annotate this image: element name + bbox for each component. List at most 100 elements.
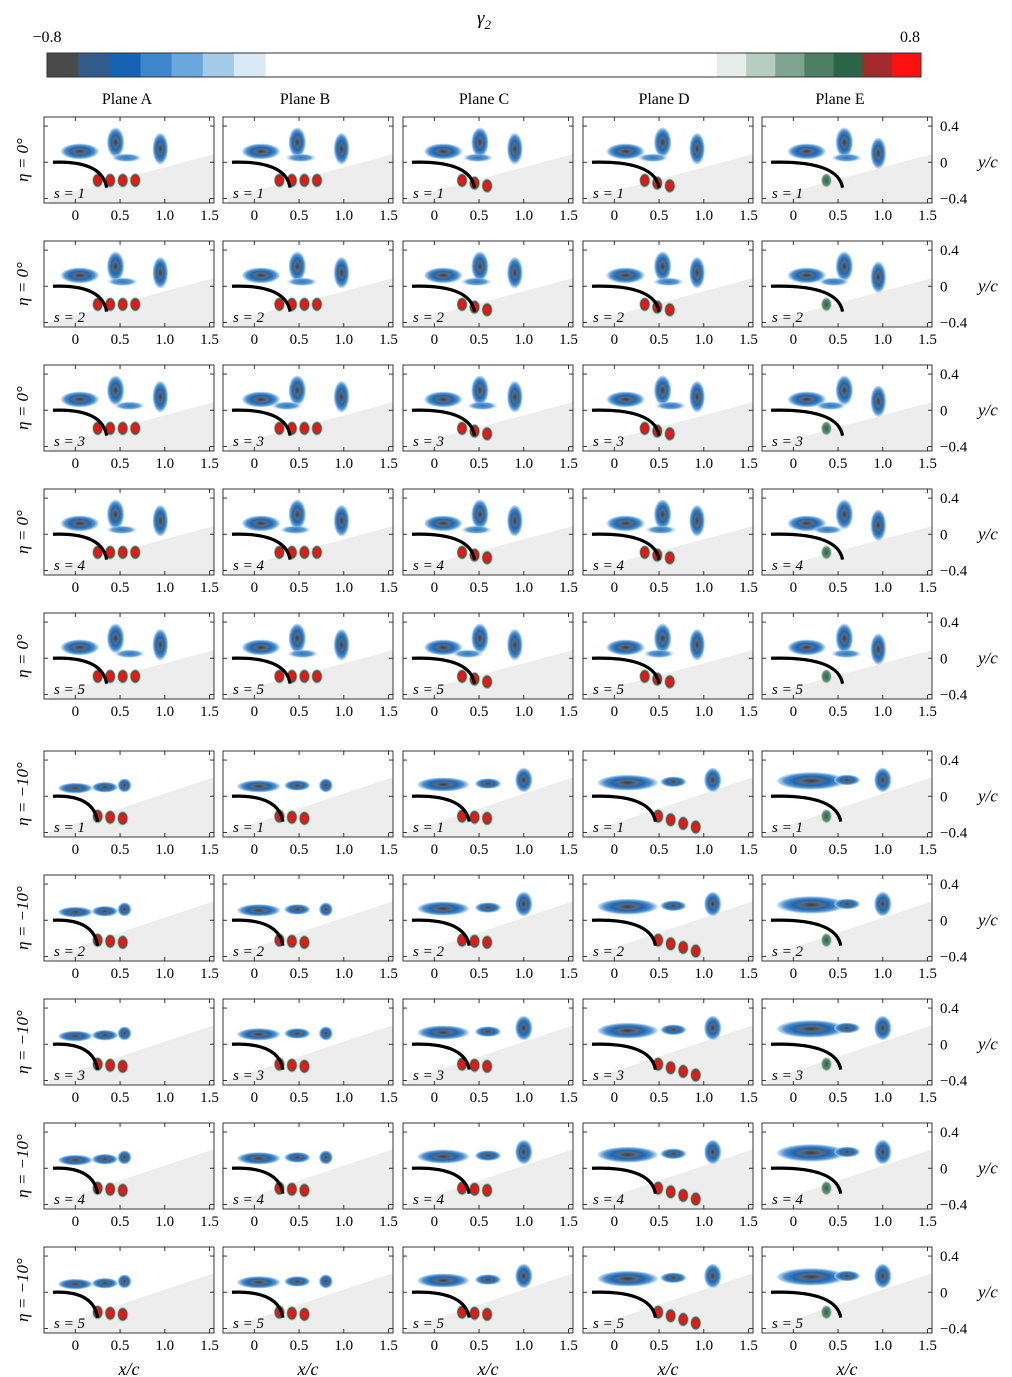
surface-curve bbox=[591, 656, 661, 684]
positive-vortex-contour bbox=[820, 808, 833, 824]
x-tick-label: 0.5 bbox=[650, 332, 669, 348]
colorbar-max-label: 0.8 bbox=[900, 29, 920, 46]
negative-vortex-contour bbox=[284, 153, 317, 163]
panel-eta-10-s1-plane-c: 0 0.5 1.0 1.5 s = 1 bbox=[402, 750, 578, 858]
x-tick-label: 0 bbox=[431, 580, 439, 596]
panel-frame bbox=[43, 998, 215, 1086]
y-tick-label: −0.4 bbox=[940, 825, 968, 841]
shadow-region bbox=[48, 901, 214, 961]
panel-eta-10-s2-plane-d: 0 0.5 1.0 1.5 s = 2 bbox=[582, 874, 758, 982]
panel-frame bbox=[43, 750, 215, 838]
colorbar-min-label: −0.8 bbox=[32, 29, 61, 46]
s-label: s = 2 bbox=[233, 310, 264, 326]
surface-curve bbox=[52, 284, 109, 312]
y-axis-label: y/c bbox=[976, 524, 998, 543]
negative-vortex-contour bbox=[514, 1139, 533, 1165]
positive-vortex-contour bbox=[298, 1306, 311, 1323]
s-label: s = 2 bbox=[593, 310, 624, 326]
x-tick-label: 1.5 bbox=[379, 704, 398, 720]
negative-vortex-contour bbox=[117, 1026, 132, 1041]
positive-vortex-contour bbox=[481, 550, 493, 566]
surface-curve bbox=[770, 532, 845, 561]
x-tick-label: 0 bbox=[251, 456, 259, 472]
s-label: s = 4 bbox=[413, 1192, 444, 1208]
x-tick-label: 1.5 bbox=[200, 208, 219, 224]
panel-frame bbox=[222, 1122, 394, 1210]
s-label: s = 1 bbox=[54, 820, 85, 836]
x-tick-label: 0.5 bbox=[290, 208, 309, 224]
negative-vortex-contour bbox=[152, 132, 169, 165]
panel-grid: η = 0° 0 0.5 1.0 1.5 s = 1 0 0.5 1.0 1.5 s = 1 0 0.5… bbox=[13, 116, 998, 1377]
x-tick-label: 1.0 bbox=[155, 704, 174, 720]
positive-vortex-contour bbox=[638, 172, 651, 189]
surface-curve bbox=[52, 532, 109, 560]
surface-curve bbox=[231, 1290, 285, 1318]
x-tick-label: 0 bbox=[611, 580, 619, 596]
x-tick-label: 1.5 bbox=[918, 1090, 937, 1106]
x-tick-label: 1.5 bbox=[559, 208, 578, 224]
x-tick-label: 0.5 bbox=[111, 456, 130, 472]
x-tick-label: 1.5 bbox=[559, 332, 578, 348]
colorbar-segment-negative bbox=[78, 53, 110, 77]
colorbar-segment-positive bbox=[804, 53, 835, 77]
surface-curve bbox=[231, 1042, 285, 1070]
panel-frame bbox=[402, 116, 574, 204]
x-tick-label: 0 bbox=[72, 208, 80, 224]
x-tick-label: 0 bbox=[790, 208, 798, 224]
shadow-region bbox=[227, 901, 393, 961]
surface-curve bbox=[52, 160, 109, 188]
x-tick-label: 1.5 bbox=[739, 704, 758, 720]
x-tick-label: 1.5 bbox=[200, 842, 219, 858]
x-tick-label: 1.5 bbox=[200, 704, 219, 720]
s-label: s = 1 bbox=[593, 186, 624, 202]
x-tick-label: 0 bbox=[611, 966, 619, 982]
s-label: s = 3 bbox=[772, 434, 803, 450]
negative-vortex-contour bbox=[642, 649, 676, 659]
colorbar-segment-negative bbox=[171, 53, 204, 77]
positive-vortex-contour bbox=[638, 544, 651, 561]
y-axis-label: y/c bbox=[976, 1282, 998, 1301]
x-tick-label: 0.5 bbox=[290, 1338, 309, 1354]
positive-vortex-contour bbox=[689, 943, 702, 959]
negative-vortex-contour bbox=[241, 639, 281, 656]
negative-vortex-contour bbox=[106, 126, 125, 158]
x-tick-label: 1.5 bbox=[559, 966, 578, 982]
negative-vortex-contour bbox=[833, 1022, 861, 1034]
panel-frame bbox=[582, 364, 754, 452]
negative-vortex-contour bbox=[703, 1139, 722, 1165]
positive-vortex-contour bbox=[481, 810, 493, 827]
panel-frame bbox=[43, 612, 215, 700]
shadow-region bbox=[48, 777, 214, 837]
positive-vortex-contour bbox=[311, 544, 323, 561]
x-tick-label: 0 bbox=[72, 1090, 80, 1106]
colorbar-segment-negative bbox=[202, 53, 235, 77]
shadow-region bbox=[227, 650, 393, 699]
x-tick-label: 1.0 bbox=[155, 1338, 174, 1354]
negative-vortex-contour bbox=[833, 774, 861, 786]
x-tick-label: 0.5 bbox=[470, 704, 489, 720]
surface-curve bbox=[411, 1166, 471, 1194]
x-tick-label: 1.0 bbox=[155, 208, 174, 224]
positive-vortex-contour bbox=[104, 809, 117, 825]
x-tick-label: 1.5 bbox=[559, 1338, 578, 1354]
positive-vortex-contour bbox=[116, 544, 129, 561]
x-tick-label: 0.5 bbox=[470, 208, 489, 224]
negative-vortex-contour bbox=[514, 891, 533, 917]
negative-vortex-contour bbox=[474, 1026, 502, 1038]
surface-curve bbox=[411, 794, 471, 822]
negative-vortex-contour bbox=[514, 1263, 533, 1289]
surface-curve bbox=[770, 160, 845, 189]
panel-frame bbox=[761, 240, 933, 328]
negative-vortex-contour bbox=[775, 1019, 847, 1038]
positive-vortex-contour bbox=[677, 1063, 690, 1080]
negative-vortex-contour bbox=[833, 1270, 861, 1282]
colorbar-frame bbox=[46, 52, 922, 78]
shadow-region bbox=[407, 650, 573, 699]
x-tick-label: 0.5 bbox=[111, 208, 130, 224]
y-tick-label: 0.4 bbox=[940, 491, 959, 507]
surface-curve bbox=[231, 408, 292, 436]
colorbar-segment-negative bbox=[109, 53, 141, 77]
panel-eta-10-s2-plane-a: 0 0.5 1.0 1.5 s = 2 bbox=[43, 874, 219, 982]
x-tick-label: 1.5 bbox=[559, 842, 578, 858]
x-tick-label: 0.5 bbox=[111, 1338, 130, 1354]
